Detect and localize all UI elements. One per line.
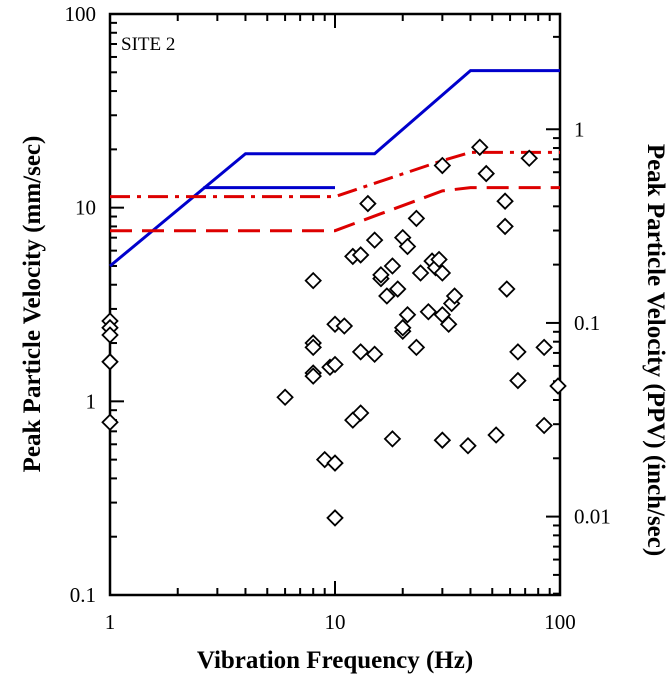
y-tick-label: 0.1	[70, 583, 96, 607]
data-point	[487, 426, 505, 444]
x-tick-label: 10	[325, 610, 346, 634]
data-point	[459, 436, 477, 455]
data-point	[101, 413, 119, 432]
data-point	[445, 287, 464, 305]
data-point	[407, 338, 426, 357]
data-point	[411, 264, 430, 282]
data-point	[351, 404, 370, 422]
data-point	[535, 338, 553, 357]
data-point	[439, 315, 458, 334]
limit-line-solid	[109, 69, 560, 268]
data-point	[398, 237, 417, 256]
data-point	[101, 326, 119, 344]
y-tick-label: 1	[86, 389, 97, 413]
data-point	[304, 271, 322, 290]
data-markers	[101, 138, 567, 527]
data-point	[378, 287, 396, 305]
data-point	[383, 257, 402, 275]
y2-tick-label: 0.1	[574, 311, 600, 335]
data-point	[326, 509, 344, 527]
data-point	[359, 194, 377, 213]
data-point	[419, 303, 438, 321]
data-point	[496, 217, 514, 236]
x-axis-title: Vibration Frequency (Hz)	[197, 647, 473, 674]
data-point	[365, 345, 384, 364]
plot-frame	[108, 12, 562, 597]
data-point	[398, 305, 417, 324]
data-point	[326, 355, 344, 374]
y-tick-label: 100	[65, 2, 97, 26]
data-point	[535, 416, 553, 435]
tick-labels: 1 10 100 0.1 1 10 100 0.01 0.1 1	[65, 2, 611, 634]
data-point	[430, 250, 448, 269]
data-point	[388, 280, 407, 298]
data-point	[304, 338, 322, 357]
data-point	[471, 138, 489, 157]
data-point	[407, 209, 426, 228]
y2-axis-title: Peak Particle Velocity (PPV) (inch/sec)	[642, 144, 669, 556]
data-point	[101, 353, 119, 371]
data-point	[351, 246, 370, 264]
x-tick-label: 100	[544, 610, 576, 634]
y-tick-label: 10	[75, 196, 96, 220]
data-point	[433, 431, 452, 449]
limit-line-dash-dot	[110, 150, 560, 199]
data-point	[351, 343, 370, 361]
data-point	[477, 164, 495, 183]
y2-tick-label: 0.01	[574, 505, 611, 529]
axis-ticks	[109, 13, 560, 596]
data-point	[335, 317, 354, 335]
data-point	[509, 343, 527, 361]
data-point	[496, 192, 514, 210]
data-point	[549, 377, 567, 395]
data-point	[372, 266, 390, 284]
data-point	[393, 318, 412, 337]
limit-lines	[109, 69, 560, 268]
data-point	[304, 367, 322, 385]
limit-line-dashed	[110, 186, 560, 233]
data-point	[276, 388, 294, 407]
data-point	[433, 156, 452, 175]
data-point	[520, 149, 539, 168]
data-point	[315, 450, 334, 469]
data-point	[326, 454, 344, 472]
data-point	[497, 280, 516, 298]
data-point	[509, 371, 527, 390]
x-tick-label: 1	[105, 610, 116, 634]
y-axis-title: Peak Particle Velocity (mm/sec)	[19, 136, 46, 473]
data-point	[383, 430, 402, 448]
data-point	[365, 231, 384, 249]
y2-tick-label: 1	[574, 117, 585, 141]
data-point	[433, 264, 452, 282]
site-annotation: SITE 2	[121, 34, 175, 55]
